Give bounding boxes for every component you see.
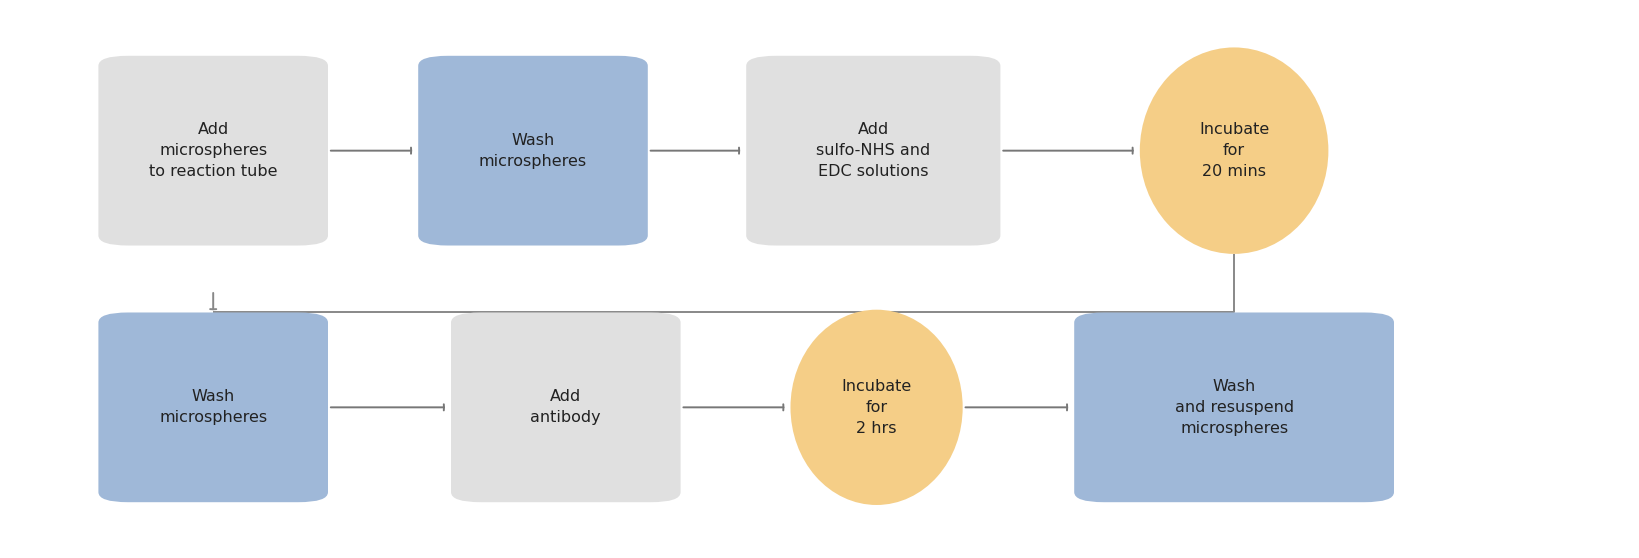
Text: Incubate
for
20 mins: Incubate for 20 mins bbox=[1198, 122, 1269, 179]
Text: Wash
and resuspend
microspheres: Wash and resuspend microspheres bbox=[1174, 379, 1293, 436]
Text: Add
microspheres
to reaction tube: Add microspheres to reaction tube bbox=[149, 122, 277, 179]
FancyBboxPatch shape bbox=[98, 56, 328, 246]
Text: Add
antibody: Add antibody bbox=[529, 389, 602, 425]
FancyBboxPatch shape bbox=[98, 312, 328, 502]
Text: Wash
microspheres: Wash microspheres bbox=[159, 389, 267, 425]
FancyBboxPatch shape bbox=[451, 312, 680, 502]
Text: Incubate
for
2 hrs: Incubate for 2 hrs bbox=[841, 379, 911, 436]
FancyBboxPatch shape bbox=[746, 56, 1000, 246]
Text: Wash
microspheres: Wash microspheres bbox=[479, 133, 587, 169]
FancyBboxPatch shape bbox=[418, 56, 647, 246]
FancyBboxPatch shape bbox=[1074, 312, 1393, 502]
Ellipse shape bbox=[790, 310, 962, 505]
Ellipse shape bbox=[1139, 47, 1328, 254]
Text: Add
sulfo-NHS and
EDC solutions: Add sulfo-NHS and EDC solutions bbox=[816, 122, 929, 179]
